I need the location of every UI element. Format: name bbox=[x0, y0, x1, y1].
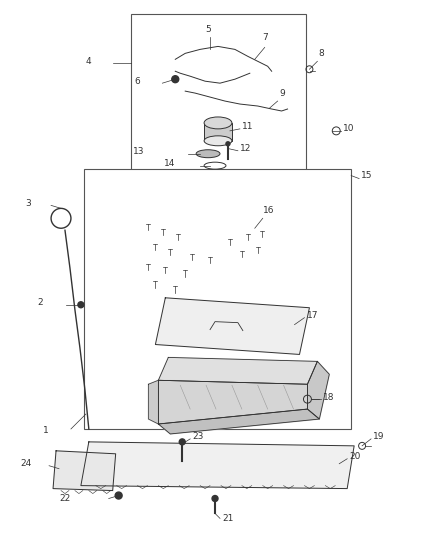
Polygon shape bbox=[155, 298, 309, 354]
Text: 13: 13 bbox=[133, 147, 145, 156]
Circle shape bbox=[115, 492, 122, 499]
Bar bbox=[84, 168, 351, 429]
Polygon shape bbox=[148, 380, 159, 424]
Text: 6: 6 bbox=[135, 77, 141, 86]
Polygon shape bbox=[53, 451, 116, 490]
Circle shape bbox=[179, 439, 185, 445]
Ellipse shape bbox=[196, 150, 220, 158]
Text: 18: 18 bbox=[323, 393, 335, 402]
Ellipse shape bbox=[204, 162, 226, 169]
Text: 19: 19 bbox=[373, 432, 385, 441]
Text: 14: 14 bbox=[164, 159, 175, 168]
Polygon shape bbox=[159, 380, 307, 424]
Ellipse shape bbox=[204, 117, 232, 129]
Text: 10: 10 bbox=[343, 124, 355, 133]
Polygon shape bbox=[307, 361, 329, 419]
Text: 15: 15 bbox=[361, 171, 373, 180]
Text: 5: 5 bbox=[205, 25, 211, 34]
Text: 20: 20 bbox=[349, 453, 360, 461]
Text: 23: 23 bbox=[192, 432, 204, 441]
Text: 9: 9 bbox=[279, 88, 286, 98]
Text: 4: 4 bbox=[85, 57, 91, 66]
Text: 1: 1 bbox=[43, 426, 49, 435]
Circle shape bbox=[78, 302, 84, 308]
Text: 8: 8 bbox=[318, 49, 324, 58]
Text: 21: 21 bbox=[222, 514, 233, 523]
Text: 11: 11 bbox=[242, 123, 253, 132]
Polygon shape bbox=[81, 442, 354, 489]
Circle shape bbox=[226, 142, 230, 146]
Ellipse shape bbox=[204, 136, 232, 146]
Polygon shape bbox=[159, 358, 318, 384]
Text: 17: 17 bbox=[307, 311, 319, 320]
Text: 24: 24 bbox=[20, 459, 31, 469]
Polygon shape bbox=[159, 409, 319, 434]
Bar bbox=[131, 14, 307, 173]
Text: 22: 22 bbox=[60, 494, 71, 503]
Text: 12: 12 bbox=[240, 144, 251, 154]
Text: 16: 16 bbox=[263, 206, 274, 215]
Text: 7: 7 bbox=[262, 33, 268, 42]
Circle shape bbox=[212, 496, 218, 502]
Bar bbox=[204, 123, 232, 141]
Circle shape bbox=[172, 76, 179, 83]
Text: 3: 3 bbox=[25, 199, 31, 208]
Text: 2: 2 bbox=[38, 298, 43, 307]
